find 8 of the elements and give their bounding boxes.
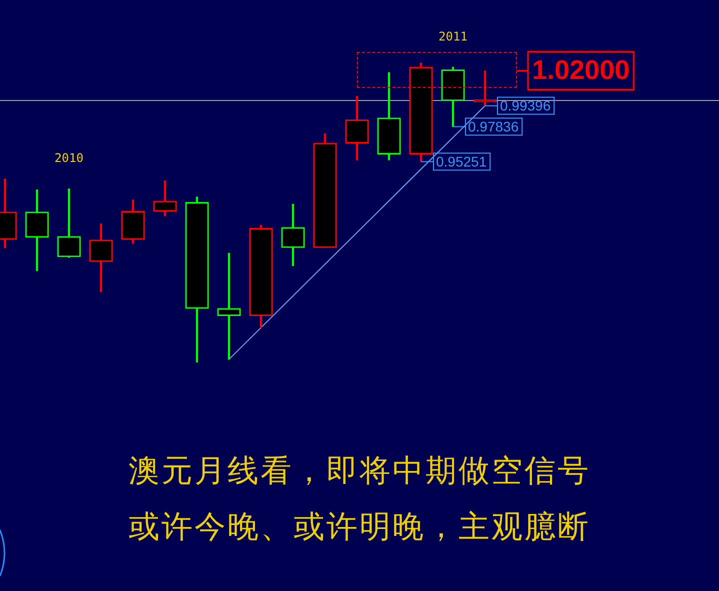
x-tick-label: 2011 <box>438 29 468 44</box>
annotation: 0.99396 <box>500 98 551 114</box>
text: 或许今晚、或许明晚，主观臆断 <box>128 508 592 546</box>
annotation: 0.97836 <box>468 118 519 135</box>
text: 澳元月线看，即将中期做空信号 <box>128 452 592 490</box>
annotation: 0.95251 <box>436 154 487 170</box>
text: 1.02000 <box>532 55 630 86</box>
x-tick-label: 2010 <box>54 151 84 166</box>
